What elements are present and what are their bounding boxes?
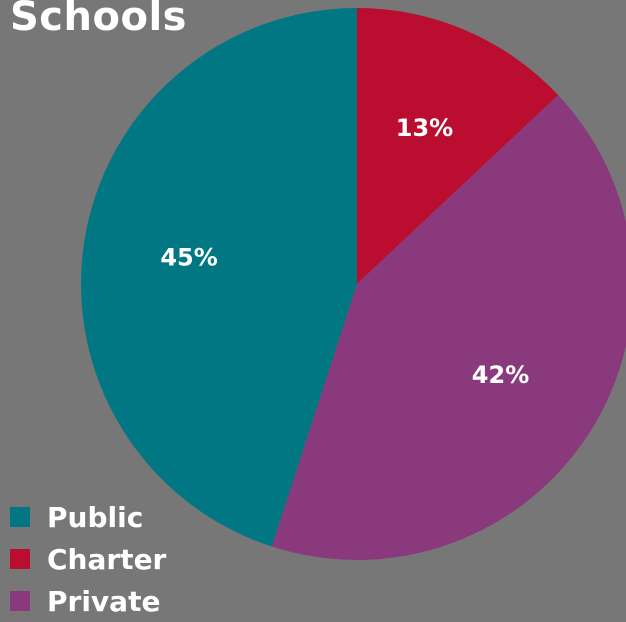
- slice-label-charter: 13%: [396, 114, 453, 142]
- legend-label-charter: Charter: [47, 542, 167, 576]
- legend-item-private: Private: [10, 580, 166, 622]
- chart-title: Schools: [10, 0, 187, 40]
- pie-slice-charter: [357, 8, 559, 284]
- legend-label-private: Private: [47, 584, 161, 618]
- slice-label-private: 42%: [472, 361, 529, 389]
- legend-label-public: Public: [47, 500, 144, 534]
- legend-item-public: Public: [10, 496, 166, 538]
- legend: Public Charter Private: [10, 496, 166, 622]
- legend-swatch-private: [10, 591, 30, 611]
- slice-label-public: 45%: [160, 243, 217, 271]
- legend-item-charter: Charter: [10, 538, 166, 580]
- pie-slice-private: [271, 95, 626, 560]
- pie-slice-public: [81, 8, 357, 547]
- legend-swatch-public: [10, 507, 30, 527]
- legend-swatch-charter: [10, 549, 30, 569]
